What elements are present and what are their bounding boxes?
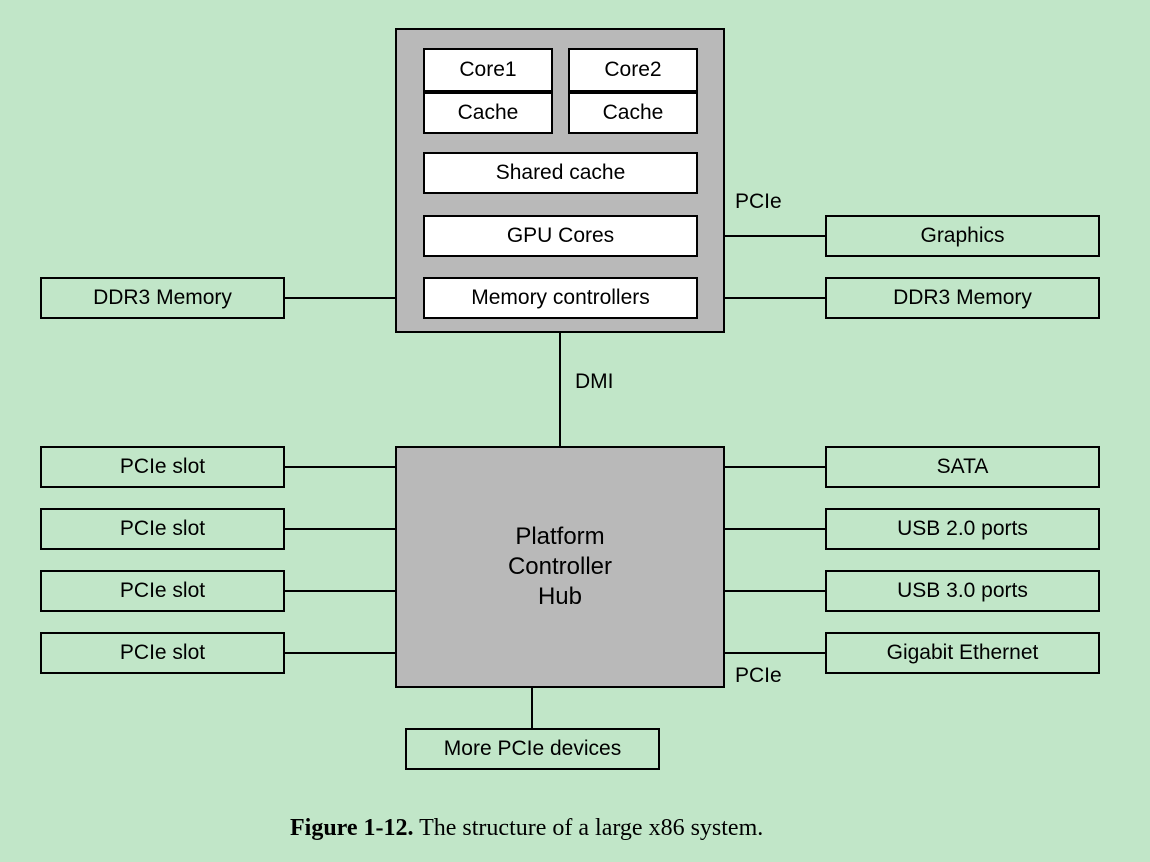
sata-box: SATA bbox=[825, 446, 1100, 488]
connector-cpu_to_pch bbox=[559, 333, 561, 446]
usb3-box: USB 3.0 ports bbox=[825, 570, 1100, 612]
pcie-slot-2-label: PCIe slot bbox=[120, 516, 205, 542]
ddr3-memory-right-label: DDR3 Memory bbox=[893, 285, 1032, 311]
gpu-cores-box-label: GPU Cores bbox=[507, 223, 614, 249]
ddr3-memory-left-label: DDR3 Memory bbox=[93, 285, 232, 311]
gigabit-ethernet-box-label: Gigabit Ethernet bbox=[887, 640, 1039, 666]
sata-box-label: SATA bbox=[937, 454, 989, 480]
more-pcie-devices-box-label: More PCIe devices bbox=[444, 736, 621, 762]
pcie-slot-3: PCIe slot bbox=[40, 570, 285, 612]
figure-caption-text: The structure of a large x86 system. bbox=[414, 815, 764, 841]
cache1-box: Cache bbox=[423, 92, 553, 134]
usb2-box: USB 2.0 ports bbox=[825, 508, 1100, 550]
pcie-slot-2: PCIe slot bbox=[40, 508, 285, 550]
pcie-slot-4: PCIe slot bbox=[40, 632, 285, 674]
pcie-slot-1: PCIe slot bbox=[40, 446, 285, 488]
pcie-slot-4-label: PCIe slot bbox=[120, 640, 205, 666]
shared-cache-box-label: Shared cache bbox=[496, 160, 626, 186]
usb2-box-label: USB 2.0 ports bbox=[897, 516, 1028, 542]
figure-caption: Figure 1-12. The structure of a large x8… bbox=[290, 815, 763, 842]
pcie-bottom-label: PCIe bbox=[735, 664, 782, 688]
memory-controllers-box: Memory controllers bbox=[423, 277, 698, 319]
gigabit-ethernet-box: Gigabit Ethernet bbox=[825, 632, 1100, 674]
connector-cpu_to_graphics bbox=[725, 235, 825, 237]
core1-box-label: Core1 bbox=[459, 57, 516, 83]
memory-controllers-box-label: Memory controllers bbox=[471, 285, 650, 311]
core2-box-label: Core2 bbox=[604, 57, 661, 83]
connector-pch_to_sata bbox=[725, 466, 825, 468]
graphics-box: Graphics bbox=[825, 215, 1100, 257]
ddr3-memory-left: DDR3 Memory bbox=[40, 277, 285, 319]
connector-cpu_to_ddr3_right bbox=[725, 297, 825, 299]
core2-box: Core2 bbox=[568, 48, 698, 92]
shared-cache-box: Shared cache bbox=[423, 152, 698, 194]
pcie-slot-1-label: PCIe slot bbox=[120, 454, 205, 480]
connector-pch_to_ethernet bbox=[725, 652, 825, 654]
dmi-label: DMI bbox=[575, 370, 614, 394]
connector-cpu_to_ddr3_left bbox=[285, 297, 395, 299]
figure-caption-prefix: Figure 1-12. bbox=[290, 815, 414, 841]
connector-pch_to_usb3 bbox=[725, 590, 825, 592]
connector-pch_to_slot1 bbox=[285, 466, 395, 468]
usb3-box-label: USB 3.0 ports bbox=[897, 578, 1028, 604]
connector-pch_to_slot2 bbox=[285, 528, 395, 530]
core1-box: Core1 bbox=[423, 48, 553, 92]
gpu-cores-box: GPU Cores bbox=[423, 215, 698, 257]
cache2-box: Cache bbox=[568, 92, 698, 134]
cache2-box-label: Cache bbox=[603, 100, 664, 126]
ddr3-memory-right: DDR3 Memory bbox=[825, 277, 1100, 319]
connector-pch_to_slot4 bbox=[285, 652, 395, 654]
connector-pch_to_more bbox=[531, 688, 533, 728]
more-pcie-devices-box: More PCIe devices bbox=[405, 728, 660, 770]
platform-controller-hub: Platform Controller Hub bbox=[395, 446, 725, 688]
connector-pch_to_usb2 bbox=[725, 528, 825, 530]
pcie-slot-3-label: PCIe slot bbox=[120, 578, 205, 604]
cache1-box-label: Cache bbox=[458, 100, 519, 126]
connector-pch_to_slot3 bbox=[285, 590, 395, 592]
pcie-top-label: PCIe bbox=[735, 190, 782, 214]
graphics-box-label: Graphics bbox=[920, 223, 1004, 249]
platform-controller-hub-label: Platform Controller Hub bbox=[508, 522, 612, 612]
